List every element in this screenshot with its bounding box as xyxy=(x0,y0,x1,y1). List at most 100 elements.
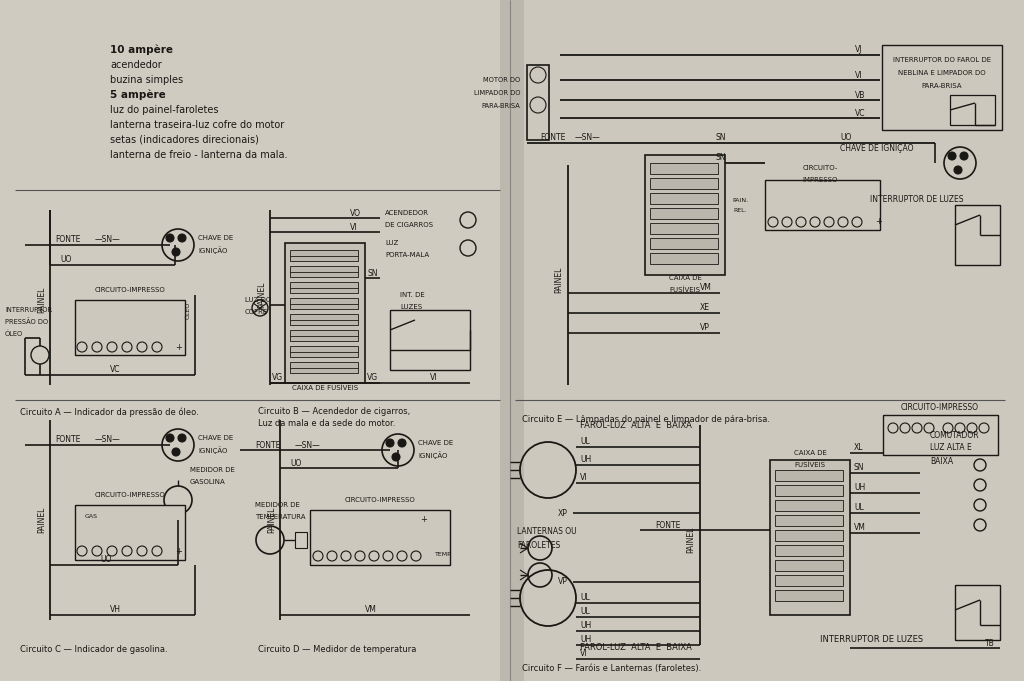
Bar xyxy=(650,253,718,264)
Text: VI: VI xyxy=(430,373,437,383)
Text: UH: UH xyxy=(580,622,591,631)
Text: CIRCUITO-IMPRESSO: CIRCUITO-IMPRESSO xyxy=(94,287,165,293)
Bar xyxy=(775,485,843,496)
Text: —SN—: —SN— xyxy=(95,236,121,244)
Text: CIRCUITO-IMPRESSO: CIRCUITO-IMPRESSO xyxy=(345,497,416,503)
Text: SN: SN xyxy=(854,464,864,473)
Text: UH: UH xyxy=(580,456,591,464)
Bar xyxy=(290,298,358,309)
Text: VI: VI xyxy=(855,71,862,80)
Text: CHAVE DE IGNIÇÃO: CHAVE DE IGNIÇÃO xyxy=(840,143,913,153)
Text: +: + xyxy=(175,343,182,351)
Text: BAIXA: BAIXA xyxy=(930,456,953,466)
Bar xyxy=(775,545,843,556)
Text: VM: VM xyxy=(700,283,712,293)
Bar xyxy=(775,470,843,481)
Text: VB: VB xyxy=(855,91,865,99)
Text: REL.: REL. xyxy=(733,208,746,212)
Text: COFRE: COFRE xyxy=(245,309,268,315)
Text: VH: VH xyxy=(110,605,121,614)
Text: DE CIGARROS: DE CIGARROS xyxy=(385,222,433,228)
Text: UO: UO xyxy=(290,458,301,467)
Text: UO: UO xyxy=(60,255,72,264)
Text: INTERRUPTOR DE LUZES: INTERRUPTOR DE LUZES xyxy=(870,195,964,204)
Text: ÓLEO: ÓLEO xyxy=(5,331,24,337)
Bar xyxy=(290,266,358,277)
Circle shape xyxy=(166,434,174,442)
Text: MEDIDOR DE: MEDIDOR DE xyxy=(190,467,234,473)
Text: PAINEL: PAINEL xyxy=(555,267,563,294)
Text: FONTE: FONTE xyxy=(255,441,281,449)
Text: CIRCUITO-IMPRESSO: CIRCUITO-IMPRESSO xyxy=(94,492,165,498)
Text: XL: XL xyxy=(854,443,863,452)
Text: UO: UO xyxy=(100,556,112,565)
Text: PRESSÃO DO: PRESSÃO DO xyxy=(5,319,48,326)
Text: FAROL-LUZ  ALTA  E  BAIXA: FAROL-LUZ ALTA E BAIXA xyxy=(580,420,692,430)
Bar xyxy=(650,163,718,174)
Text: INTERRUPTOR DO FAROL DE: INTERRUPTOR DO FAROL DE xyxy=(893,57,991,63)
Text: SN: SN xyxy=(367,268,378,277)
Text: FUSÍVEIS: FUSÍVEIS xyxy=(670,287,700,294)
Text: CIRCUITO-: CIRCUITO- xyxy=(803,165,838,171)
Bar xyxy=(775,530,843,541)
Bar xyxy=(775,560,843,571)
Bar xyxy=(290,330,358,341)
Circle shape xyxy=(954,166,962,174)
Bar xyxy=(765,180,880,230)
Text: CIRCUITO-IMPRESSO: CIRCUITO-IMPRESSO xyxy=(901,404,979,413)
Text: FUSÍVEIS: FUSÍVEIS xyxy=(795,462,825,469)
Text: GASOLINA: GASOLINA xyxy=(190,479,225,485)
Text: UH: UH xyxy=(854,484,865,492)
Text: VJ: VJ xyxy=(855,46,862,54)
Text: buzina simples: buzina simples xyxy=(110,75,183,85)
Text: 10 ampère: 10 ampère xyxy=(110,45,173,55)
Text: LUZ ALTA E: LUZ ALTA E xyxy=(930,443,972,452)
Text: —SN—: —SN— xyxy=(575,133,601,142)
Text: INTERRUPTOR: INTERRUPTOR xyxy=(5,307,52,313)
Text: PAINEL: PAINEL xyxy=(257,282,266,308)
Bar xyxy=(290,362,358,373)
Text: UO: UO xyxy=(840,133,851,142)
Text: IGNIÇÃO: IGNIÇÃO xyxy=(418,451,447,459)
Bar xyxy=(882,45,1002,130)
Circle shape xyxy=(948,152,956,160)
Bar xyxy=(290,314,358,325)
Bar xyxy=(310,510,450,565)
Text: VP: VP xyxy=(700,323,710,332)
Bar xyxy=(775,500,843,511)
Text: IGNIÇÃO: IGNIÇÃO xyxy=(198,446,227,454)
Text: NEBLINA E LIMPADOR DO: NEBLINA E LIMPADOR DO xyxy=(898,70,986,76)
Text: Circuito C — Indicador de gasolina.: Circuito C — Indicador de gasolina. xyxy=(20,646,168,654)
Bar xyxy=(295,532,307,548)
Text: XP: XP xyxy=(558,509,568,518)
Text: CHAVE DE: CHAVE DE xyxy=(198,235,233,241)
Bar xyxy=(0,0,510,681)
Text: UL: UL xyxy=(580,437,590,447)
Text: +: + xyxy=(874,217,882,227)
Text: ACENDEDOR: ACENDEDOR xyxy=(385,210,429,216)
Text: PAINEL: PAINEL xyxy=(686,527,695,553)
Text: VI: VI xyxy=(580,473,588,483)
Bar xyxy=(650,238,718,249)
Text: LANTERNAS OU: LANTERNAS OU xyxy=(517,528,577,537)
Circle shape xyxy=(172,248,180,256)
Text: luz do painel-faroletes: luz do painel-faroletes xyxy=(110,105,218,115)
Text: CAIXA DE: CAIXA DE xyxy=(794,450,826,456)
Text: MEDIDOR DE: MEDIDOR DE xyxy=(255,502,300,508)
Text: FAROL-LUZ  ALTA  E  BAIXA: FAROL-LUZ ALTA E BAIXA xyxy=(580,644,692,652)
Text: PAINEL: PAINEL xyxy=(38,287,46,313)
Bar xyxy=(290,282,358,293)
Bar xyxy=(950,95,995,125)
Text: UL: UL xyxy=(854,503,864,513)
Text: PORTA-MALA: PORTA-MALA xyxy=(385,252,429,258)
Text: lanterna traseira-luz cofre do motor: lanterna traseira-luz cofre do motor xyxy=(110,120,285,130)
Text: CAIXA DE FUSÍVEIS: CAIXA DE FUSÍVEIS xyxy=(292,385,358,392)
Text: lanterna de freio - lanterna da mala.: lanterna de freio - lanterna da mala. xyxy=(110,150,288,160)
Text: LUZ DO: LUZ DO xyxy=(245,297,271,303)
Text: +: + xyxy=(420,516,427,524)
Text: Circuito F — Faróis e Lanternas (faroletes).: Circuito F — Faróis e Lanternas (farolet… xyxy=(522,663,701,673)
Text: TEMPERATURA: TEMPERATURA xyxy=(255,514,305,520)
Text: PARA-BRISA: PARA-BRISA xyxy=(922,83,963,89)
Text: VP: VP xyxy=(558,577,568,586)
Text: SN: SN xyxy=(715,153,725,163)
